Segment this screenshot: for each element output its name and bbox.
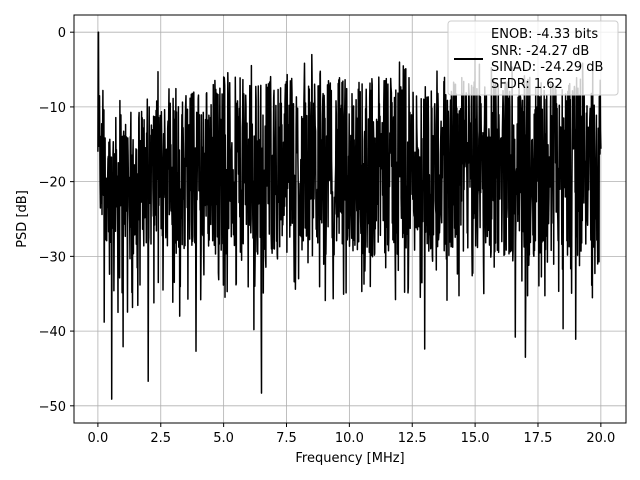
y-axis-ticks: 0 −10 −20 −30 −40 −50 bbox=[39, 26, 74, 415]
legend-sfdr: SFDR: 1.62 bbox=[491, 77, 563, 92]
x-tick-label: 2.5 bbox=[150, 431, 171, 446]
legend-box bbox=[447, 20, 619, 96]
x-tick-label: 7.5 bbox=[276, 431, 297, 446]
x-tick-label: 0.0 bbox=[88, 431, 109, 446]
x-tick-label: 12.5 bbox=[398, 431, 427, 446]
psd-series bbox=[97, 31, 602, 400]
y-tick-label: 0 bbox=[58, 26, 66, 41]
y-axis-label: PSD [dB] bbox=[15, 190, 30, 248]
legend-enob: ENOB: -4.33 bits bbox=[491, 27, 598, 42]
legend: ENOB: -4.33 bits SNR: -24.27 dB SINAD: -… bbox=[447, 20, 619, 96]
x-tick-label: 10.0 bbox=[335, 431, 364, 446]
y-tick-label: −40 bbox=[39, 325, 66, 340]
y-tick-label: −10 bbox=[39, 101, 66, 116]
x-tick-label: 15.0 bbox=[461, 431, 490, 446]
y-tick-label: −20 bbox=[39, 176, 66, 191]
x-tick-label: 17.5 bbox=[524, 431, 553, 446]
x-axis-ticks: 0.0 2.5 5.0 7.5 10.0 12.5 15.0 17.5 20.0 bbox=[88, 423, 615, 446]
x-tick-label: 5.0 bbox=[213, 431, 234, 446]
legend-sinad: SINAD: -24.29 dB bbox=[491, 60, 603, 75]
psd-line bbox=[97, 31, 602, 400]
x-tick-label: 20.0 bbox=[586, 431, 615, 446]
y-tick-label: −50 bbox=[39, 400, 66, 415]
x-axis-label: Frequency [MHz] bbox=[295, 451, 404, 466]
plot-frame bbox=[73, 14, 627, 424]
legend-snr: SNR: -24.27 dB bbox=[491, 44, 589, 59]
y-tick-label: −30 bbox=[39, 250, 66, 265]
